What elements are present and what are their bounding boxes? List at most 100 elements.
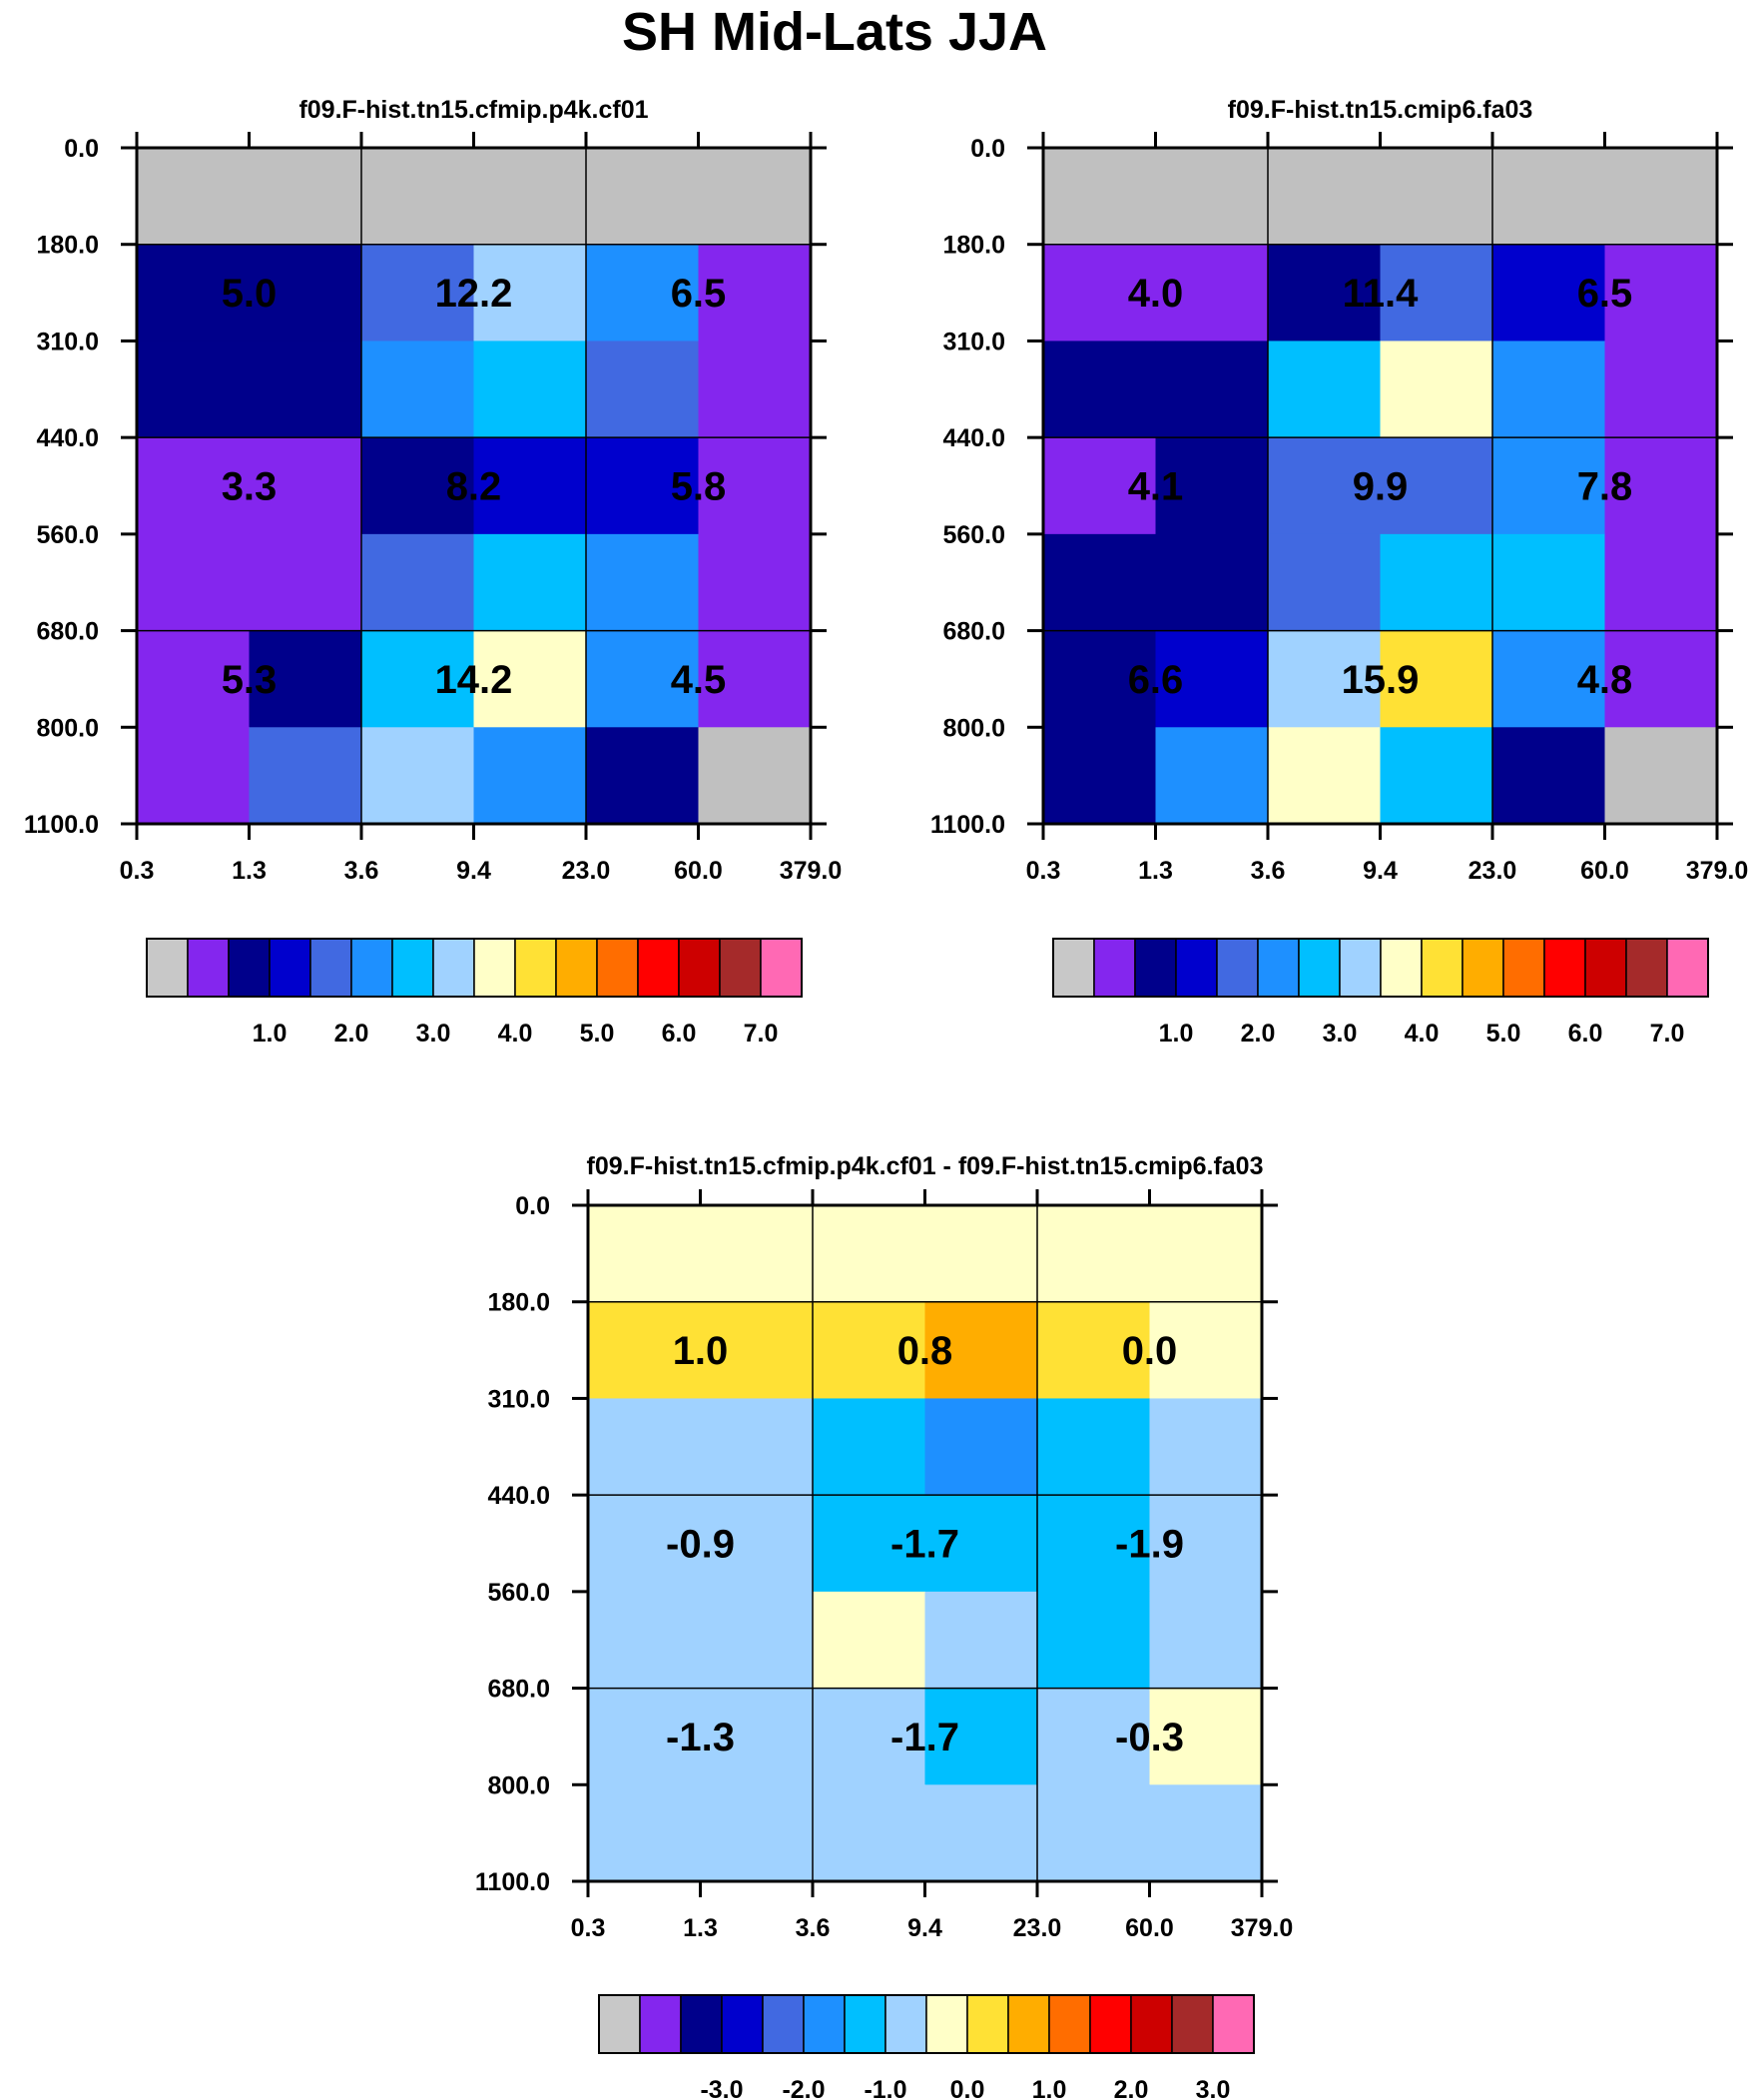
cell-value-label: -0.9 bbox=[666, 1523, 735, 1567]
y-tick-label: 680.0 bbox=[942, 618, 1005, 646]
y-tick-label: 310.0 bbox=[36, 328, 99, 355]
y-tick-label: 800.0 bbox=[487, 1771, 550, 1799]
y-tick-label: 440.0 bbox=[942, 424, 1005, 452]
heatmap-cell bbox=[473, 533, 587, 632]
heatmap-cell bbox=[924, 1301, 1038, 1399]
colorbar-box bbox=[803, 1994, 846, 2054]
heatmap-cell bbox=[1380, 630, 1493, 728]
colorbar-box bbox=[1134, 938, 1177, 998]
heatmap-cell bbox=[924, 1688, 1038, 1785]
cell-value-label: 5.3 bbox=[222, 658, 278, 702]
x-tick-label: 0.3 bbox=[571, 1914, 606, 1942]
x-tick-label: 9.4 bbox=[456, 857, 491, 885]
heatmap-cell bbox=[1380, 727, 1493, 825]
colorbar-box bbox=[721, 1994, 764, 2054]
heatmap-cell bbox=[588, 1398, 701, 1496]
y-tick-label: 180.0 bbox=[36, 232, 99, 260]
y-tick-label: 800.0 bbox=[942, 714, 1005, 742]
cell-value-label: 1.0 bbox=[673, 1329, 729, 1373]
heatmap-cell bbox=[813, 1301, 925, 1399]
y-tick-label: 0.0 bbox=[970, 135, 1005, 163]
heatmap-cell bbox=[1268, 630, 1381, 728]
heatmap-cell bbox=[137, 630, 250, 728]
heatmap-cell bbox=[813, 1784, 925, 1882]
colorbar-box bbox=[1048, 1994, 1091, 2054]
colorbar-box bbox=[555, 938, 598, 998]
heatmap-cell bbox=[1155, 533, 1269, 632]
heatmap-cell bbox=[698, 727, 812, 825]
heatmap-cell bbox=[1268, 727, 1381, 825]
heatmap-cell bbox=[1492, 727, 1605, 825]
heatmap-cell bbox=[1155, 244, 1269, 342]
heatmap-cell bbox=[1043, 148, 1156, 246]
heatmap-cell bbox=[361, 244, 474, 342]
y-tick-label: 1100.0 bbox=[475, 1868, 550, 1896]
heatmap-cell bbox=[1037, 1398, 1150, 1496]
heatmap-cell bbox=[1149, 1591, 1263, 1690]
heatmap-cell bbox=[1149, 1301, 1263, 1399]
colorbar-box bbox=[1625, 938, 1668, 998]
colorbar-box bbox=[350, 938, 393, 998]
cell-value-label: 8.2 bbox=[446, 465, 502, 509]
heatmap-cell bbox=[1149, 1205, 1263, 1303]
colorbar: 1.0 2.0 3.0 4.0 5.0 6.0 7.0 bbox=[1052, 938, 1709, 1048]
colorbar-box bbox=[1212, 1994, 1255, 2054]
heatmap-cell bbox=[586, 341, 699, 438]
colorbar-box bbox=[1216, 938, 1259, 998]
heatmap-cell bbox=[1380, 244, 1493, 342]
heatmap-cell bbox=[588, 1301, 701, 1399]
y-tick-label: 1100.0 bbox=[24, 811, 99, 839]
x-tick-label: 60.0 bbox=[674, 857, 723, 885]
heatmap-cell bbox=[586, 533, 699, 632]
heatmap-cell bbox=[588, 1784, 701, 1882]
colorbar-box bbox=[1298, 938, 1341, 998]
colorbar-box bbox=[844, 1994, 886, 2054]
y-tick-label: 440.0 bbox=[36, 424, 99, 452]
cell-value-label: 0.8 bbox=[897, 1329, 953, 1373]
heatmap-cell bbox=[1043, 437, 1156, 535]
panel-title: f09.F-hist.tn15.cfmip.p4k.cf01 - f09.F-h… bbox=[587, 1152, 1264, 1180]
heatmap-cell bbox=[1037, 1301, 1150, 1399]
heatmap-cell bbox=[698, 244, 812, 342]
x-tick-label: 3.6 bbox=[344, 857, 379, 885]
heatmap-cell bbox=[1149, 1784, 1263, 1882]
heatmap-cell bbox=[249, 244, 362, 342]
heatmap-cell bbox=[586, 437, 699, 535]
heatmap-cell bbox=[137, 341, 250, 438]
y-tick-label: 180.0 bbox=[942, 232, 1005, 260]
heatmap-cell bbox=[586, 727, 699, 825]
panel-title: f09.F-hist.tn15.cfmip.p4k.cf01 bbox=[298, 96, 648, 124]
cell-value-label: -1.7 bbox=[890, 1716, 959, 1759]
heatmap-cell bbox=[137, 437, 250, 535]
heatmap-cell bbox=[700, 1784, 814, 1882]
heatmap-cell bbox=[1604, 630, 1718, 728]
cell-value-label: 14.2 bbox=[435, 658, 513, 702]
x-tick-label: 23.0 bbox=[1013, 1914, 1062, 1942]
heatmap-cell bbox=[1037, 1784, 1150, 1882]
y-tick-label: 0.0 bbox=[64, 135, 99, 163]
heatmap-cell bbox=[1268, 341, 1381, 438]
heatmap-cell bbox=[813, 1591, 925, 1690]
x-tick-label: 379.0 bbox=[780, 857, 843, 885]
heatmap-cell bbox=[1043, 533, 1156, 632]
heatmap-cell bbox=[1155, 148, 1269, 246]
heatmap-cell bbox=[588, 1591, 701, 1690]
cell-value-label: 7.8 bbox=[1577, 465, 1633, 509]
colorbar-frame bbox=[146, 938, 803, 998]
heatmap-cell bbox=[137, 148, 250, 246]
heatmap-cell bbox=[473, 244, 587, 342]
heatmap-cell bbox=[1604, 341, 1718, 438]
colorbar-box bbox=[1175, 938, 1218, 998]
colorbar-box bbox=[884, 1994, 927, 2054]
colorbar-frame bbox=[1052, 938, 1709, 998]
heatmap-cell bbox=[1155, 727, 1269, 825]
colorbar-box bbox=[1584, 938, 1627, 998]
colorbar: 1.0 2.0 3.0 4.0 5.0 6.0 7.0 bbox=[146, 938, 803, 1048]
heatmap-cell bbox=[473, 341, 587, 438]
heatmap-cell bbox=[1604, 437, 1718, 535]
colorbar-label: 6.0 bbox=[662, 1020, 697, 1048]
heatmap-cell bbox=[586, 148, 699, 246]
colorbar-box bbox=[1089, 1994, 1132, 2054]
heatmap-cell bbox=[1380, 341, 1493, 438]
